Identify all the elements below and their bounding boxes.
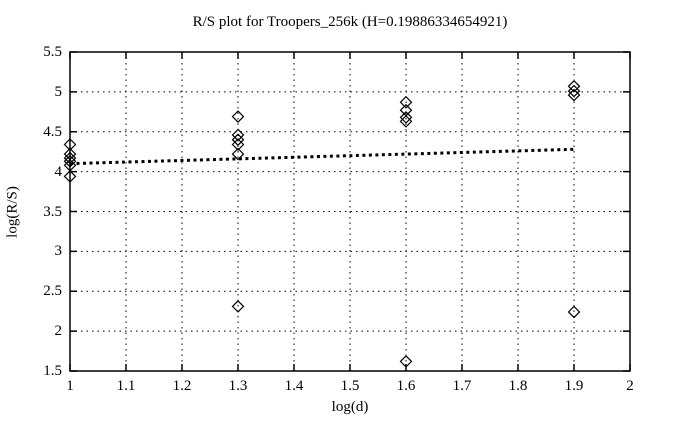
y-tick-label: 4.5: [43, 123, 62, 140]
chart-title: R/S plot for Troopers_256k (H=0.19886334…: [192, 14, 508, 30]
data-point-diamond: [567, 79, 581, 93]
x-tick-label: 1.9: [564, 378, 584, 394]
x-tick-label: 1.4: [284, 378, 304, 394]
data-point-diamond: [63, 138, 77, 151]
y-tick-label: 5.5: [43, 44, 62, 60]
x-tick-label: 1.6: [396, 378, 416, 394]
data-point-diamond: [63, 170, 77, 183]
data-point-diamond: [567, 84, 581, 98]
y-tick-label: 2.5: [43, 283, 62, 300]
y-tick-label: 5: [54, 83, 63, 100]
data-point-diamond: [399, 115, 413, 128]
fit-line: [69, 147, 575, 166]
data-point-diamond: [567, 305, 581, 319]
x-tick-label: 1.2: [172, 378, 192, 394]
x-tick-label: 1: [66, 378, 74, 394]
x-tick-label: 1.1: [116, 378, 136, 394]
y-tick-label: 3: [54, 243, 63, 260]
data-point-diamond: [231, 133, 245, 147]
y-tick-label: 4: [54, 163, 63, 180]
x-axis-label: log(d): [331, 399, 369, 415]
data-point-diamond: [399, 111, 413, 124]
data-point-diamond: [63, 151, 77, 165]
y-tick-label: 2: [54, 323, 63, 340]
x-tick-label: 1.8: [508, 378, 528, 394]
data-point-diamond: [567, 88, 581, 102]
data-point-diamond: [63, 154, 77, 168]
x-tick-label: 2: [626, 378, 634, 394]
data-point-diamond: [399, 95, 413, 109]
y-tick-label: 3.5: [43, 203, 62, 220]
data-point-diamond: [231, 110, 245, 123]
data-point-diamond: [399, 355, 413, 368]
data-point-diamond: [231, 128, 245, 142]
x-tick-label: 1.7: [452, 378, 472, 394]
data-point-diamond: [231, 147, 245, 161]
y-tick-label: 1.5: [43, 363, 62, 379]
data-point-diamond: [231, 300, 245, 313]
x-tick-label: 1.3: [228, 378, 248, 394]
data-point-diamond: [231, 138, 245, 151]
x-tick-label: 1.5: [340, 378, 360, 394]
